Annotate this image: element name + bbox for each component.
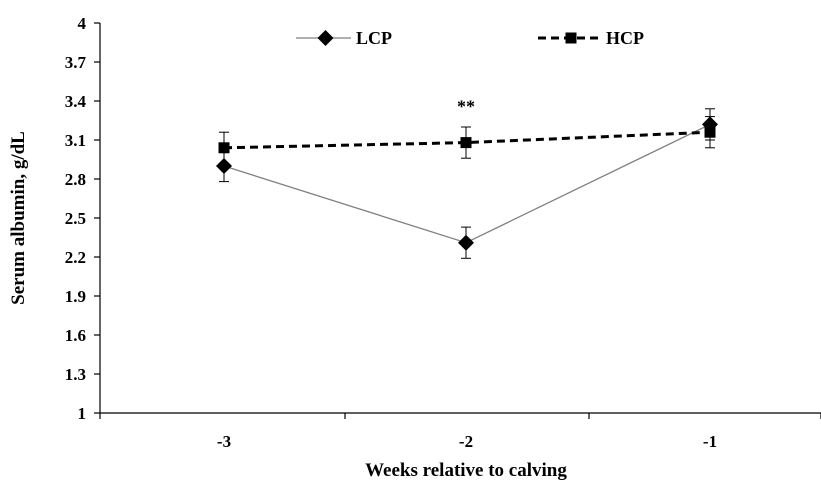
y-tick-label: 2.8 bbox=[65, 170, 86, 189]
x-axis-title: Weeks relative to calving bbox=[365, 460, 567, 481]
x-tick-label: -1 bbox=[703, 432, 717, 451]
legend-marker bbox=[317, 30, 334, 46]
y-tick-labels: 1 1.3 1.6 1.9 2.2 2.5 2.8 3.1 3.4 3.7 4 bbox=[65, 14, 87, 423]
annotations: ** bbox=[457, 96, 475, 116]
data-point bbox=[460, 137, 472, 149]
y-tick-label: 3.7 bbox=[65, 53, 87, 72]
data-point bbox=[458, 234, 474, 251]
y-axis-title: Serum albumin, g/dL bbox=[8, 131, 29, 305]
legend-marker bbox=[565, 32, 577, 44]
legend-item-lcp: LCP bbox=[296, 28, 392, 48]
y-tick-label: 2.5 bbox=[65, 209, 86, 228]
legend: LCP HCP bbox=[296, 28, 644, 48]
y-tick-label: 1.6 bbox=[65, 326, 86, 345]
series-layer bbox=[216, 108, 718, 259]
y-tick-label: 1.3 bbox=[65, 365, 86, 384]
y-tick-label: 3.4 bbox=[65, 92, 87, 111]
x-tick-label: -2 bbox=[459, 432, 473, 451]
legend-label: HCP bbox=[606, 28, 644, 48]
x-tick-labels: -3 -2 -1 bbox=[217, 432, 717, 451]
axes bbox=[94, 22, 821, 419]
y-tick-label: 1 bbox=[78, 404, 87, 423]
series-hcp bbox=[218, 116, 716, 164]
x-tick-label: -3 bbox=[217, 432, 231, 451]
data-point bbox=[216, 158, 232, 174]
significance-annotation: ** bbox=[457, 96, 475, 116]
data-point bbox=[704, 126, 716, 138]
y-tick-label: 4 bbox=[78, 14, 87, 33]
series-lcp bbox=[216, 108, 718, 259]
legend-item-hcp: HCP bbox=[538, 28, 644, 48]
data-point bbox=[218, 142, 230, 154]
y-tick-label: 3.1 bbox=[65, 131, 86, 150]
legend-label: LCP bbox=[356, 28, 392, 48]
y-tick-label: 1.9 bbox=[65, 287, 86, 306]
series-line bbox=[223, 130, 711, 150]
y-tick-label: 2.2 bbox=[65, 248, 86, 267]
